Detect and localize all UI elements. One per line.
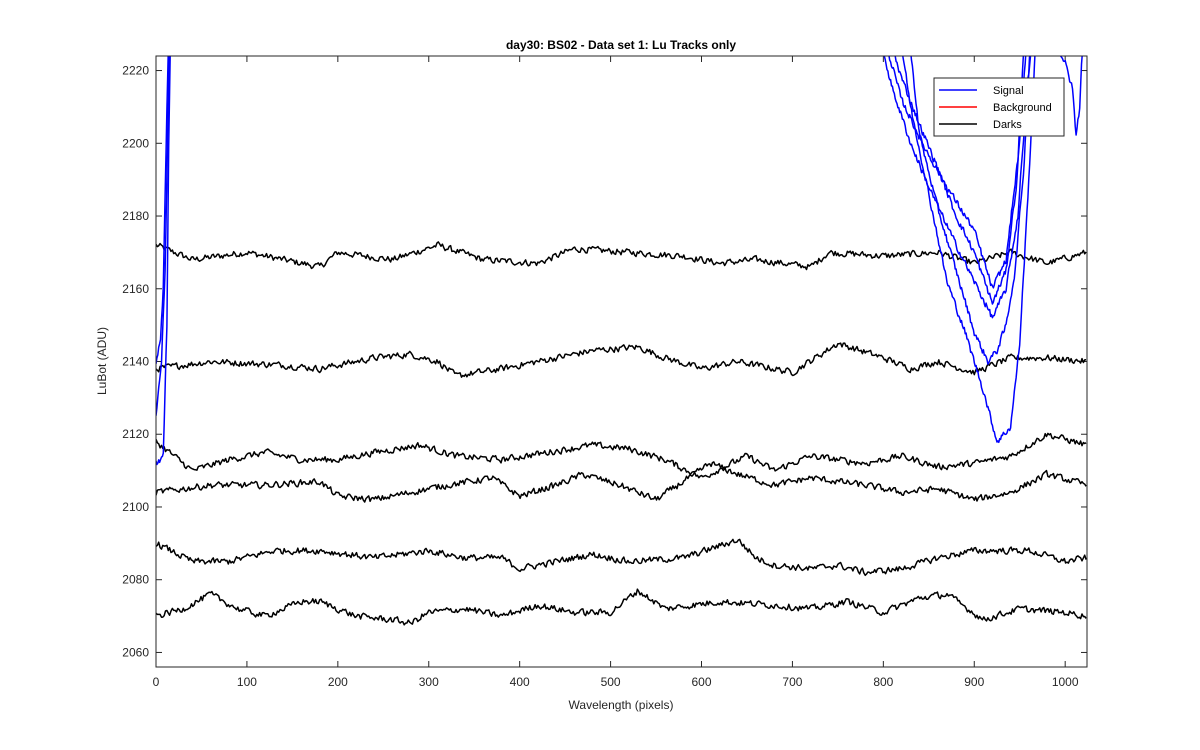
legend-label-darks: Darks (993, 119, 1022, 131)
x-tick-label: 500 (601, 675, 621, 689)
x-tick-label: 700 (782, 675, 802, 689)
series-group (156, 56, 1087, 626)
plot-frame (155, 55, 1088, 668)
x-tick-label: 600 (691, 675, 711, 689)
y-tick-label: 2160 (122, 282, 149, 296)
x-tick-label: 900 (964, 675, 984, 689)
tick-labels: 0 100 200 300 400 500 600 700 800 900 1000 2060 2080… (122, 64, 1079, 689)
signal-line-2 (156, 56, 170, 416)
darks-line-2 (156, 342, 1087, 378)
y-tick-label: 2060 (122, 645, 149, 659)
y-tick-label: 2140 (122, 355, 149, 369)
x-axis-label: Wavelength (pixels) (569, 698, 674, 712)
x-tick-label: 0 (153, 675, 160, 689)
y-tick-label: 2200 (122, 136, 149, 150)
x-tick-label: 800 (873, 675, 893, 689)
chart-title: day30: BS02 - Data set 1: Lu Tracks only (506, 38, 736, 52)
y-tick-label: 2180 (122, 209, 149, 223)
signal-line-5 (902, 56, 1036, 444)
signal-line-7 (894, 56, 1025, 305)
legend-label-signal: Signal (993, 85, 1024, 97)
y-tick-label: 2220 (122, 64, 149, 78)
darks-line-3 (156, 432, 1087, 479)
signal-line-4 (910, 56, 1031, 365)
x-tick-label: 100 (237, 675, 257, 689)
y-axis-label: LuBot (ADU) (95, 327, 109, 395)
darks-line-4 (156, 461, 1087, 503)
legend[interactable]: Signal Background Darks (933, 77, 1065, 137)
x-tick-label: 1000 (1052, 675, 1079, 689)
signal-line-1 (156, 56, 171, 466)
darks-line-5 (156, 538, 1087, 577)
signal-line-9 (1059, 56, 1083, 136)
darks-line-1 (156, 241, 1087, 271)
signal-line-8 (888, 56, 1027, 289)
x-tick-label: 300 (419, 675, 439, 689)
y-tick-label: 2080 (122, 573, 149, 587)
x-tick-label: 200 (328, 675, 348, 689)
signal-line-3 (156, 56, 169, 365)
y-tick-label: 2120 (122, 427, 149, 441)
legend-label-background: Background (993, 102, 1052, 114)
darks-line-6 (156, 588, 1087, 626)
x-tick-label: 400 (510, 675, 530, 689)
signal-line-6 (883, 56, 1032, 319)
y-tick-label: 2100 (122, 500, 149, 514)
tick-marks (155, 56, 1087, 667)
